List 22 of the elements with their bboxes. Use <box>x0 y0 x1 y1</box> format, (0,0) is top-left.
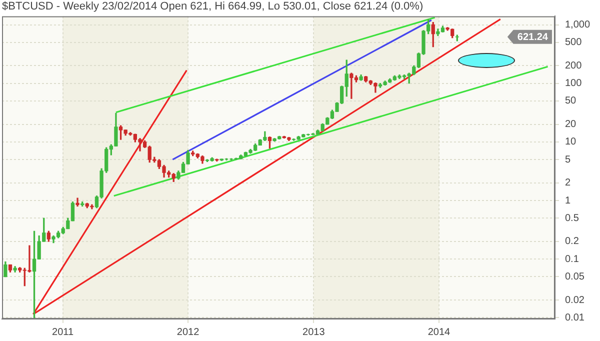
x-tick-label: 2014 <box>428 326 451 338</box>
x-tick-label: 2013 <box>302 326 326 338</box>
y-tick-label: 100 <box>564 78 582 90</box>
y-tick-label: 20 <box>564 119 577 130</box>
y-tick-label: 1,000 <box>564 20 590 31</box>
y-tick-label: 0.1 <box>564 254 580 265</box>
y-tick-label: 0.2 <box>564 236 580 248</box>
y-tick-label: 10 <box>564 136 577 148</box>
y-tick-label: 0.02 <box>564 294 585 306</box>
y-tick-label: 50 <box>564 96 577 107</box>
y-tick-label: 0.5 <box>564 212 580 224</box>
y-tick-label: 0.01 <box>564 312 585 324</box>
y-tick-label: 500 <box>564 37 582 48</box>
annotation: 621.24 <box>517 32 548 44</box>
chart-title: $BTCUSD - Weekly 23/02/2014 Open 621, Hi 664.99, Lo 530.01, Close 621.24 (0.0%) <box>2 0 424 13</box>
y-tick-label: 5 <box>564 154 571 166</box>
x-tick-label: 2012 <box>176 326 200 338</box>
x-tick-label: 2011 <box>52 326 74 338</box>
y-tick-label: 0.05 <box>564 271 585 282</box>
y-tick-label: 2 <box>564 178 571 189</box>
y-tick-label: 200 <box>564 60 582 72</box>
y-tick-label: 1 <box>564 195 571 206</box>
